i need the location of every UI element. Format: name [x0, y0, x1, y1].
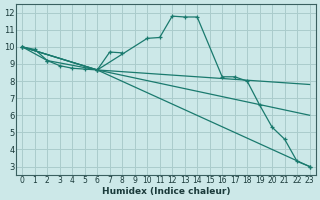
X-axis label: Humidex (Indice chaleur): Humidex (Indice chaleur)	[102, 187, 230, 196]
